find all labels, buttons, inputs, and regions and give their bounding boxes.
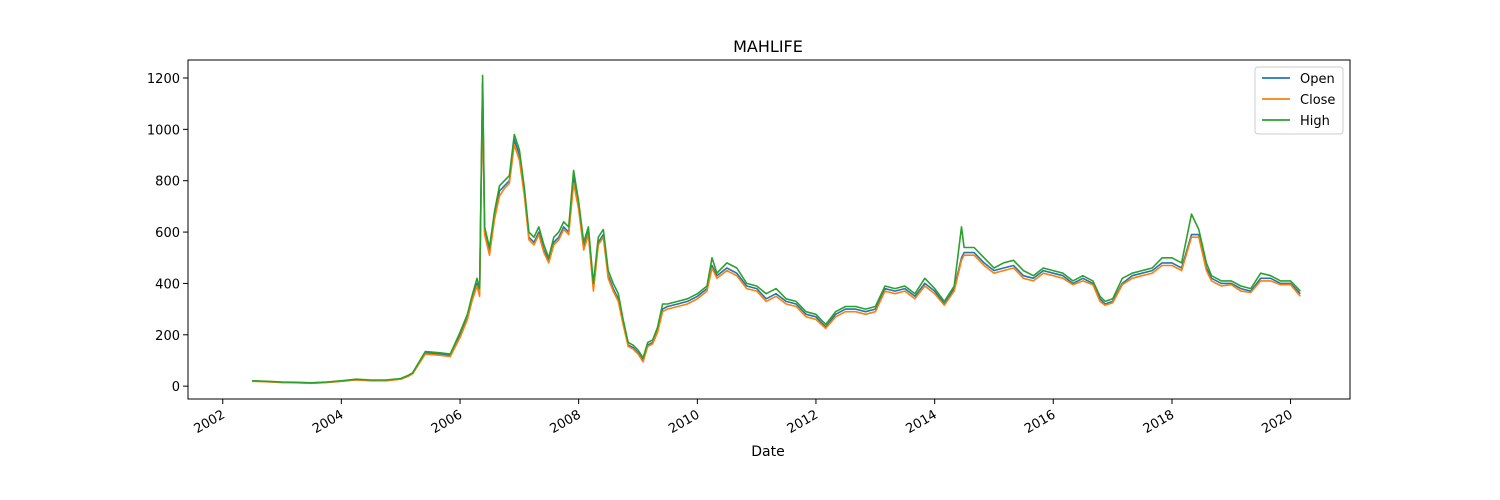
y-tick-label: 400 xyxy=(155,277,180,292)
series-group xyxy=(252,74,1301,385)
plot-area xyxy=(187,59,1351,400)
y-tick-label: 0 xyxy=(172,380,180,395)
legend-label-close: Close xyxy=(1300,93,1335,108)
legend: Open Close High xyxy=(1254,66,1344,135)
y-tick-label: 1000 xyxy=(147,123,180,138)
y-tick-label: 200 xyxy=(155,329,180,344)
chart-title: MAHLIFE xyxy=(733,37,803,56)
x-axis-label: Date xyxy=(751,444,784,460)
legend-label-open: Open xyxy=(1300,72,1335,87)
legend-label-high: High xyxy=(1300,114,1330,129)
y-tick-label: 600 xyxy=(155,226,180,241)
y-tick-label: 1200 xyxy=(147,72,180,87)
y-tick-label: 800 xyxy=(155,175,180,190)
series-line-high xyxy=(252,74,1301,384)
axes-frame xyxy=(187,59,1351,400)
legend-frame xyxy=(1254,66,1344,135)
y-axis: 0 200 400 600 800 1000 1200 xyxy=(147,72,188,395)
